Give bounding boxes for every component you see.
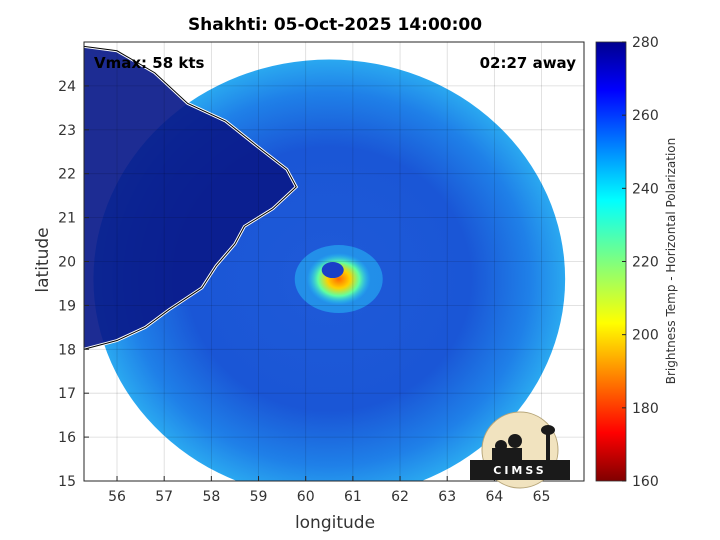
x-tick-label: 62: [391, 489, 409, 505]
y-tick-label: 15: [58, 474, 76, 490]
y-tick-label: 18: [58, 342, 76, 358]
land-region: [84, 46, 297, 350]
y-tick-label: 21: [58, 211, 76, 227]
colorbar-tick-label: 220: [632, 255, 659, 271]
vmax-annotation: Vmax: 58 kts: [94, 54, 204, 72]
chart-title: Shakhti: 05-Oct-2025 14:00:00: [188, 15, 482, 35]
storm-core: [306, 253, 371, 306]
x-tick-label: 65: [533, 489, 551, 505]
colorbar-tick-label: 240: [632, 181, 659, 197]
time-away-annotation: 02:27 away: [480, 54, 577, 72]
y-tick-label: 22: [58, 167, 76, 183]
colorbar-tick-label: 260: [632, 108, 659, 124]
x-tick-label: 58: [202, 489, 220, 505]
x-tick-label: 57: [155, 489, 173, 505]
y-tick-label: 24: [58, 79, 76, 95]
cimss-logo: CIMSS: [470, 411, 570, 489]
y-tick-label: 23: [58, 123, 76, 139]
colorbar-gradient: [595, 41, 627, 482]
colorbar-tick-label: 200: [632, 328, 659, 344]
x-tick-label: 60: [297, 489, 315, 505]
colorbar-label: Brightness Temp - Horizontal Polarizatio…: [664, 138, 678, 385]
coastline: [84, 45, 297, 350]
x-tick-label: 61: [344, 489, 362, 505]
colorbar-ticks: 160 180 200 220 240 260 280: [622, 35, 659, 490]
y-tick-label: 20: [58, 255, 76, 271]
plot-area: [83, 41, 585, 482]
x-tick-label: 59: [250, 489, 268, 505]
logo-text: CIMSS: [493, 464, 546, 477]
x-axis-ticks: 56 57 58 59 60 61 62 63 64 65: [108, 476, 550, 505]
x-axis-label: longitude: [295, 513, 375, 533]
x-tick-label: 64: [485, 489, 503, 505]
y-axis-label: latitude: [33, 227, 53, 292]
colorbar: 160 180 200 220 240 260 280 Brightness Temp - …: [595, 35, 678, 490]
colorbar-tick-label: 280: [632, 35, 659, 51]
x-tick-label: 63: [438, 489, 456, 505]
y-tick-label: 16: [58, 430, 76, 446]
colorbar-tick-label: 180: [632, 401, 659, 417]
colorbar-tick-label: 160: [632, 474, 659, 490]
storm-eye: [321, 262, 344, 279]
y-axis-ticks: 15 16 17 18 19 20 21 22 23 24: [58, 79, 89, 490]
y-tick-label: 17: [58, 386, 76, 402]
y-tick-label: 19: [58, 298, 76, 314]
x-tick-label: 56: [108, 489, 126, 505]
